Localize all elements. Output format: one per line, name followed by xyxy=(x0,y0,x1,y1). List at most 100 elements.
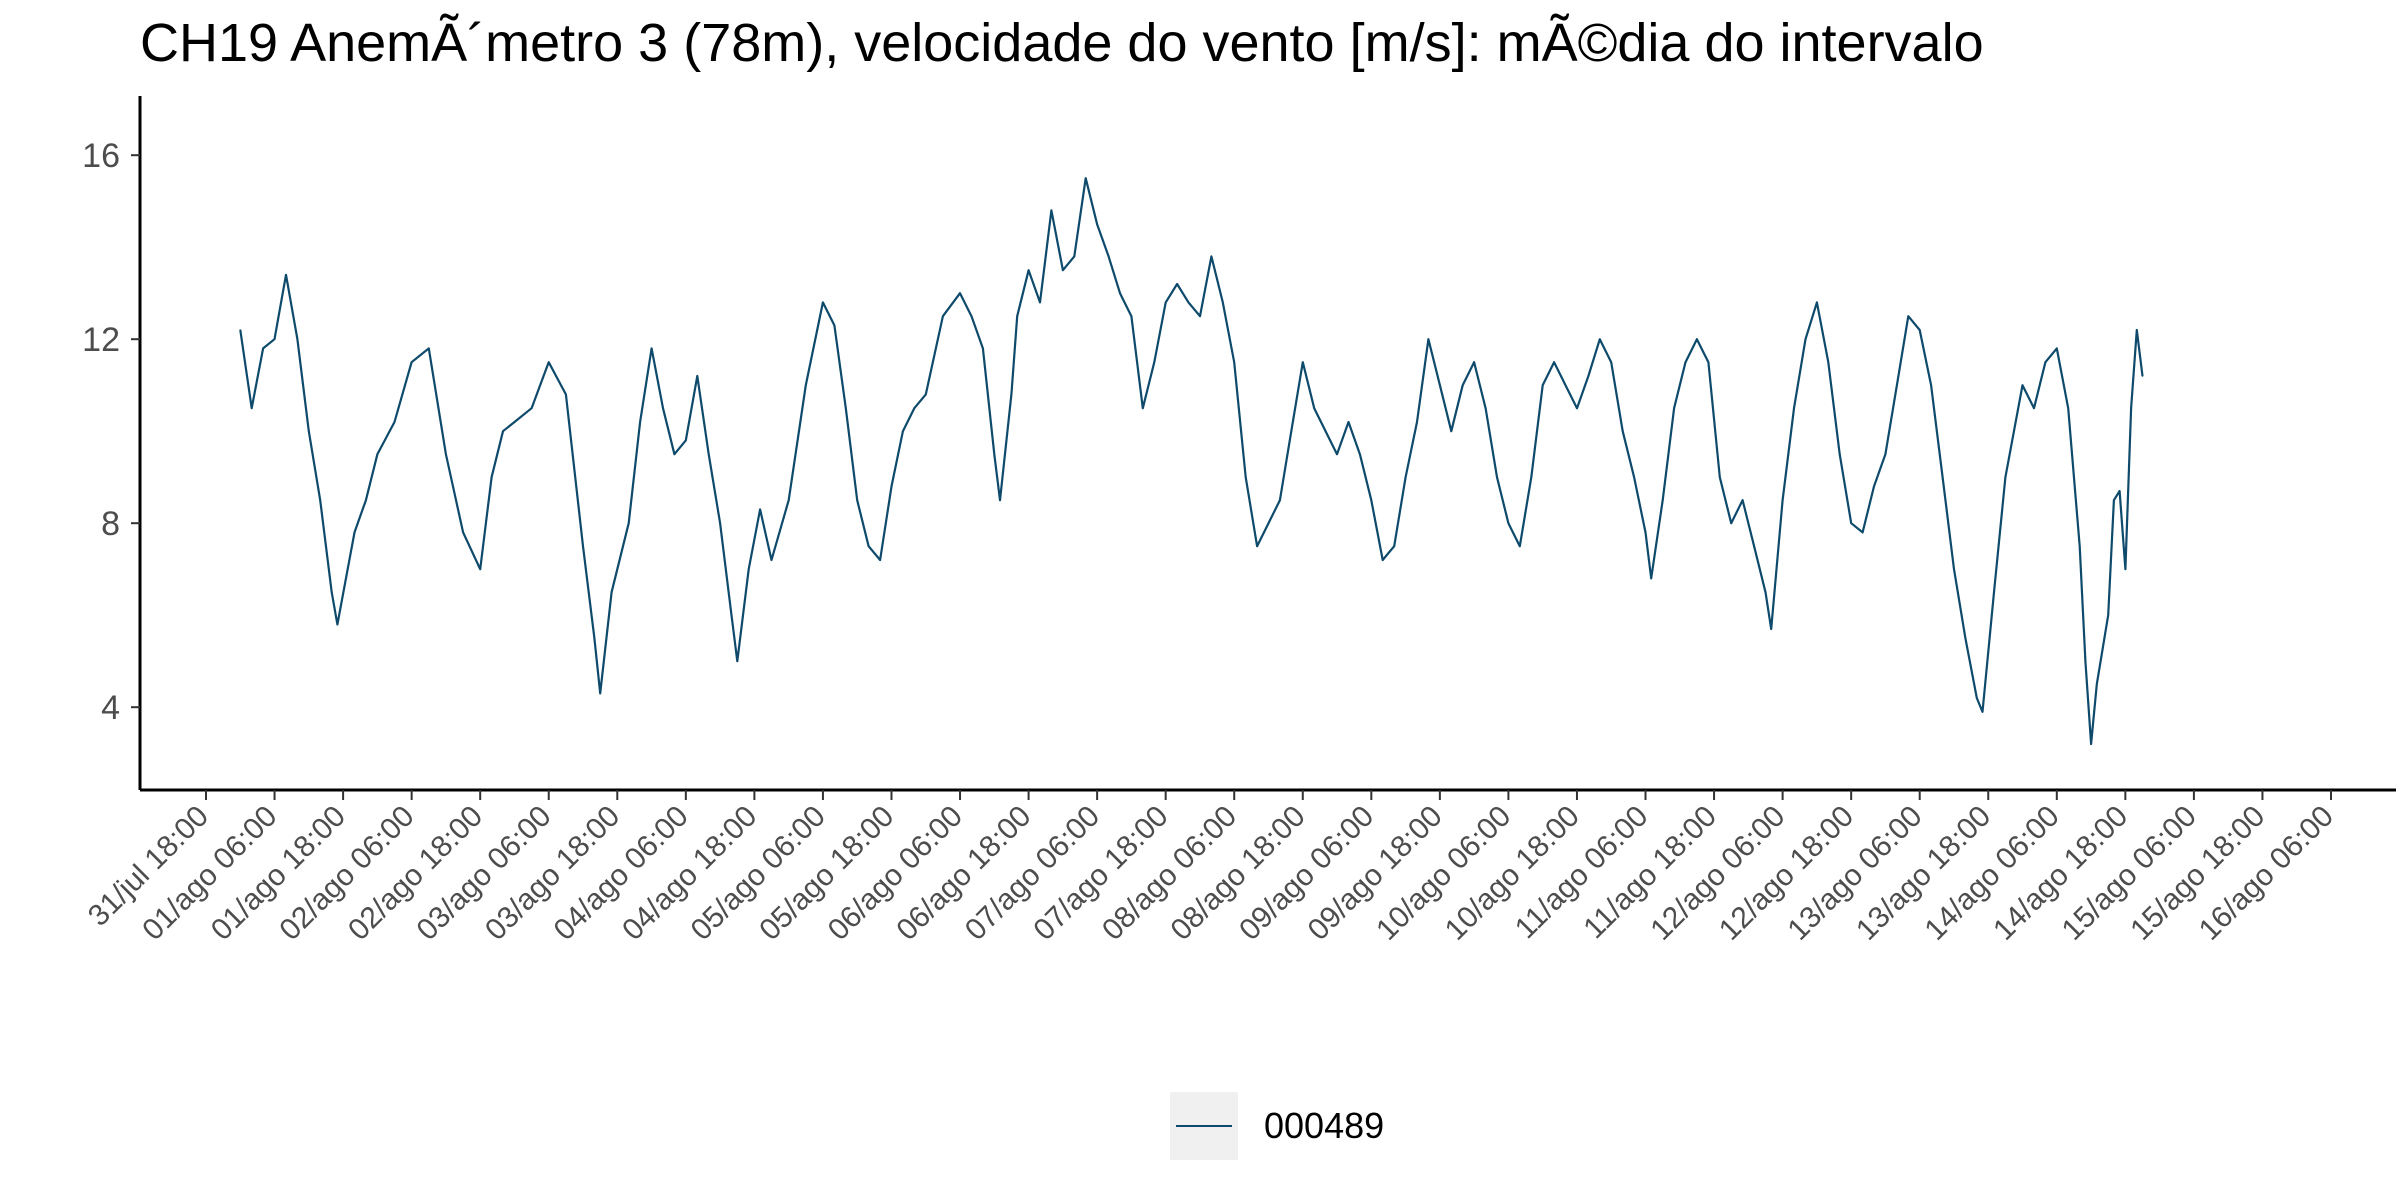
data-point xyxy=(490,476,493,479)
data-point xyxy=(296,338,299,341)
data-point xyxy=(2044,361,2047,364)
data-point xyxy=(1119,292,1121,295)
data-point xyxy=(856,499,859,502)
legend-key xyxy=(1170,1092,1238,1160)
data-point xyxy=(1416,421,1418,423)
data-point xyxy=(759,508,761,511)
data-point xyxy=(1062,269,1064,272)
data-point xyxy=(2135,329,2138,331)
data-point xyxy=(1684,361,1687,364)
data-point xyxy=(1707,361,1710,364)
data-point xyxy=(685,439,687,442)
data-point xyxy=(1473,361,1475,364)
data-point xyxy=(890,485,893,488)
data-point xyxy=(833,324,836,327)
data-point xyxy=(1541,384,1544,387)
data-point xyxy=(1404,476,1407,479)
data-point xyxy=(1673,407,1675,410)
data-point xyxy=(1753,545,1755,547)
data-point xyxy=(530,407,533,410)
data-point xyxy=(1359,453,1361,456)
data-point xyxy=(747,568,750,570)
data-point xyxy=(1176,283,1178,285)
data-point xyxy=(1896,384,1898,387)
y-tick-label: 8 xyxy=(101,505,120,543)
data-point xyxy=(1850,522,1852,524)
data-point xyxy=(593,637,596,639)
data-point xyxy=(336,623,339,626)
data-point xyxy=(330,591,333,593)
data-point xyxy=(1010,393,1013,396)
series-line xyxy=(239,177,2144,746)
data-point xyxy=(1764,591,1767,593)
data-point xyxy=(1621,430,1624,433)
data-point xyxy=(1439,384,1441,387)
data-point xyxy=(2056,347,2058,350)
data-point xyxy=(547,361,550,364)
data-point xyxy=(1730,522,1733,524)
data-point xyxy=(942,315,944,318)
data-point xyxy=(1324,430,1327,433)
data-point xyxy=(1981,711,1984,713)
data-point xyxy=(2067,407,2070,410)
data-point xyxy=(1301,361,1304,364)
data-point xyxy=(462,531,464,534)
data-point xyxy=(1199,315,1201,318)
data-point xyxy=(1313,407,1315,410)
data-point xyxy=(1930,384,1932,387)
data-point xyxy=(970,315,973,318)
data-point xyxy=(2130,407,2132,410)
data-point xyxy=(1953,568,1955,570)
y-tick-label: 16 xyxy=(82,137,120,175)
data-point xyxy=(1907,315,1910,318)
series-000489 xyxy=(239,177,2144,746)
data-point xyxy=(1793,407,1795,410)
data-point xyxy=(250,407,253,410)
data-point xyxy=(1347,421,1350,423)
data-point xyxy=(1610,361,1613,364)
data-point xyxy=(902,430,904,433)
data-point xyxy=(1256,545,1258,547)
data-point xyxy=(1084,177,1087,179)
data-point xyxy=(1142,407,1144,410)
data-point xyxy=(1976,697,1978,699)
data-point xyxy=(410,361,413,364)
data-point xyxy=(770,559,773,561)
chart-title: CH19 AnemÃ´metro 3 (78m), velocidade do … xyxy=(140,13,1984,73)
data-point xyxy=(365,499,367,502)
data-point xyxy=(924,393,927,396)
data-point xyxy=(1164,301,1167,304)
data-point xyxy=(2021,384,2024,387)
data-point xyxy=(913,407,916,410)
data-point xyxy=(719,522,721,524)
data-point xyxy=(1461,384,1464,387)
data-point xyxy=(1576,407,1578,410)
data-point xyxy=(1107,255,1110,258)
data-point xyxy=(1496,476,1498,479)
data-point xyxy=(1244,476,1247,479)
data-point xyxy=(1770,628,1772,630)
data-point xyxy=(1964,637,1967,639)
data-point xyxy=(662,407,664,410)
data-point xyxy=(822,301,824,304)
data-point xyxy=(1650,577,1653,580)
data-point xyxy=(1096,223,1098,225)
data-point xyxy=(1741,499,1744,502)
data-point xyxy=(1381,559,1384,561)
data-point xyxy=(1553,361,1555,364)
data-point xyxy=(1027,269,1030,272)
y-tick-label: 12 xyxy=(82,321,120,359)
data-point xyxy=(1450,430,1453,433)
data-point xyxy=(1153,361,1156,364)
data-point xyxy=(599,692,601,695)
data-point xyxy=(479,568,481,570)
data-point xyxy=(1050,209,1053,212)
data-point xyxy=(502,430,504,433)
data-point xyxy=(1233,361,1236,364)
data-point xyxy=(2084,660,2087,662)
data-point xyxy=(1267,522,1270,524)
data-point xyxy=(730,614,733,616)
data-point xyxy=(993,453,996,456)
data-point xyxy=(2090,743,2092,745)
